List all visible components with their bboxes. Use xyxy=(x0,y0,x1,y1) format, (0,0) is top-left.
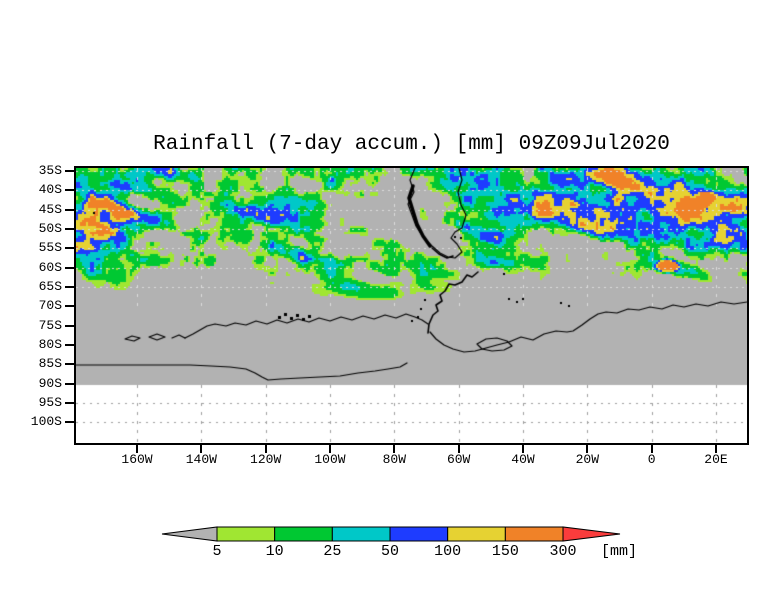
lat-tick-mark xyxy=(65,382,74,385)
lon-tick-label: 20W xyxy=(575,452,599,467)
lon-tick-mark xyxy=(457,445,460,453)
lon-tick-label: 20E xyxy=(704,452,728,467)
lat-tick-mark xyxy=(65,227,74,230)
lat-tick-mark xyxy=(65,363,74,366)
colorbar-level-label: 100 xyxy=(434,543,462,560)
lon-tick-mark xyxy=(650,445,653,453)
colorbar-segment xyxy=(216,526,276,542)
colorbar-segment xyxy=(331,526,391,542)
rainfall-field-canvas xyxy=(76,168,747,443)
colorbar-segment xyxy=(274,526,333,542)
lon-tick-mark xyxy=(200,445,203,453)
lat-tick-mark xyxy=(65,343,74,346)
lat-tick-label: 90S xyxy=(38,375,62,391)
lat-tick-label: 60S xyxy=(38,259,62,275)
lat-tick-mark xyxy=(65,266,74,269)
lat-tick-mark xyxy=(65,285,74,288)
lon-tick-label: 140W xyxy=(185,452,217,467)
colorbar-segment xyxy=(504,526,564,542)
lat-tick-label: 45S xyxy=(38,201,62,217)
colorbar-level-label: 25 xyxy=(323,543,342,560)
lat-tick-mark xyxy=(65,170,74,172)
lat-tick-mark xyxy=(65,247,74,250)
lat-tick-label: 70S xyxy=(38,298,62,314)
colorbar-level-label: 10 xyxy=(265,543,284,560)
lon-tick-label: 120W xyxy=(250,452,282,467)
lon-tick-mark xyxy=(136,445,138,453)
lon-tick-label: 80W xyxy=(382,452,407,467)
lat-tick-label: 65S xyxy=(38,278,62,294)
lat-tick-mark xyxy=(65,208,74,211)
lat-tick-mark xyxy=(65,305,74,308)
colorbar-level-label: 150 xyxy=(491,543,519,560)
colorbar-level-label: 50 xyxy=(380,543,399,560)
lon-tick-mark xyxy=(328,445,331,453)
lon-tick-label: 100W xyxy=(314,452,346,467)
lat-tick-label: 85S xyxy=(38,356,62,372)
lat-tick-label: 40S xyxy=(38,182,62,198)
lat-tick-label: 35S xyxy=(38,163,62,178)
lat-tick-mark xyxy=(65,189,74,192)
colorbar-unit-label: [mm] xyxy=(601,543,638,560)
lon-tick-label: 0 xyxy=(647,452,656,467)
colorbar-level-label: 5 xyxy=(212,543,222,560)
lon-tick-label: 40W xyxy=(511,452,535,467)
colorbar-level-label: 300 xyxy=(549,543,577,560)
lon-tick-mark xyxy=(264,445,267,453)
lat-tick-mark xyxy=(65,324,74,327)
colorbar-above-arrow xyxy=(562,526,621,542)
lat-tick-label: 100S xyxy=(30,414,62,430)
lon-tick-mark xyxy=(586,445,589,453)
lat-tick-label: 75S xyxy=(38,317,62,333)
map-frame xyxy=(74,166,749,445)
colorbar xyxy=(161,526,621,542)
lat-tick-label: 95S xyxy=(38,394,62,410)
plot-title: Rainfall (7-day accum.) [mm] 09Z09Jul202… xyxy=(153,133,670,156)
colorbar-segment xyxy=(389,526,449,542)
colorbar-segment xyxy=(447,526,506,542)
lat-tick-label: 80S xyxy=(38,336,62,352)
lat-tick-label: 50S xyxy=(38,220,62,236)
lon-tick-mark xyxy=(521,445,524,453)
lon-tick-mark xyxy=(393,445,396,453)
lat-tick-label: 55S xyxy=(38,240,62,256)
lat-tick-mark xyxy=(65,401,74,404)
lon-tick-label: 160W xyxy=(121,452,153,467)
lat-tick-mark xyxy=(65,421,74,424)
lon-tick-mark xyxy=(714,445,717,453)
lon-tick-label: 60W xyxy=(446,452,471,467)
colorbar-below-arrow xyxy=(161,526,218,542)
